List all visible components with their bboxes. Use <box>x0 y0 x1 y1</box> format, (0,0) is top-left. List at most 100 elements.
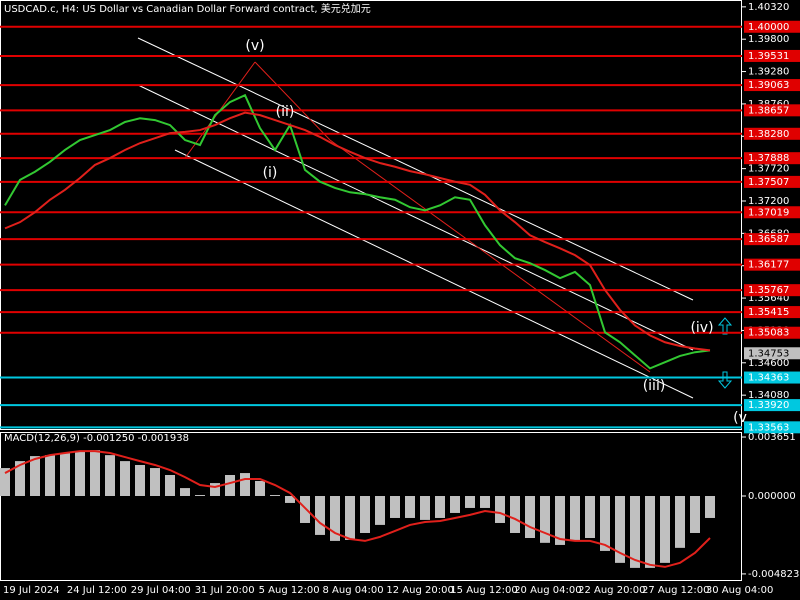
histogram-bar <box>480 496 490 508</box>
wave-label: (iii) <box>643 378 666 394</box>
level-label: 1.33920 <box>748 400 789 411</box>
x-tick-label: 15 Aug 12:00 <box>450 585 517 596</box>
histogram-bar <box>135 464 145 496</box>
x-tick-label: 27 Aug 12:00 <box>642 585 709 596</box>
last-price-box <box>744 347 800 360</box>
level-label: 1.39531 <box>748 51 789 62</box>
level-label-box <box>744 49 800 62</box>
histogram-bar <box>360 496 370 533</box>
y-tick-label: -0.004823 <box>748 569 799 580</box>
level-label-box <box>744 79 800 92</box>
level-label-box <box>744 306 800 319</box>
y-tick-label: 1.37720 <box>748 164 789 175</box>
histogram-bar <box>375 496 385 525</box>
histogram-bar <box>600 496 610 551</box>
down-arrow <box>717 371 733 389</box>
histogram-bar <box>420 496 430 520</box>
x-tick-label: 30 Aug 04:00 <box>706 585 773 596</box>
y-tick-label: 0.003651 <box>748 432 796 443</box>
histogram-bar <box>495 496 505 523</box>
wave-line <box>254 61 331 141</box>
y-tick-label: 1.34080 <box>748 390 789 401</box>
level-label: 1.37888 <box>748 153 789 164</box>
x-tick-label: 5 Aug 12:00 <box>259 585 320 596</box>
histogram-bar <box>165 475 175 496</box>
x-tick-label: 8 Aug 04:00 <box>323 585 384 596</box>
y-tick-label: 1.39800 <box>748 34 789 45</box>
histogram-bar <box>585 496 595 538</box>
histogram-bar <box>60 453 70 496</box>
up-arrow <box>717 317 733 335</box>
histogram-bar <box>615 496 625 563</box>
level-label: 1.40000 <box>748 22 789 33</box>
level-label-box <box>744 104 800 117</box>
histogram-bar <box>285 496 295 503</box>
level-label-box <box>744 20 800 33</box>
histogram-bar <box>570 496 580 541</box>
histogram-bar <box>675 496 685 548</box>
y-tick-label: 1.37200 <box>748 196 789 207</box>
histogram-bar <box>345 496 355 540</box>
histogram-bar <box>555 496 565 545</box>
histogram-bar <box>315 496 325 535</box>
level-label: 1.37507 <box>748 177 789 188</box>
drawing-objects <box>0 0 742 581</box>
y-tick-label: 1.35640 <box>748 293 789 304</box>
wave-label: (ii) <box>276 104 295 120</box>
level-label: 1.35083 <box>748 328 789 339</box>
histogram-bar <box>15 461 25 496</box>
y-tick-label: 1.40320 <box>748 2 789 13</box>
histogram-bar <box>645 496 655 568</box>
wave-label: (i) <box>263 165 278 181</box>
histogram-bar <box>540 496 550 543</box>
histogram-bar <box>0 468 10 496</box>
histogram-bar <box>30 456 40 496</box>
channel-line <box>174 149 694 399</box>
histogram-bar <box>270 495 280 496</box>
histogram-bar <box>690 496 700 533</box>
macd-frame <box>0 432 742 581</box>
level-label: 1.38280 <box>748 129 789 140</box>
x-tick-label: 24 Jul 12:00 <box>67 585 127 596</box>
series-line <box>4 450 711 568</box>
level-label: 1.36177 <box>748 260 789 271</box>
level-label: 1.37019 <box>748 207 789 218</box>
last-price-label: 1.34753 <box>748 348 789 359</box>
histogram-bar <box>465 496 475 508</box>
histogram-bar <box>180 488 190 496</box>
series-line <box>4 93 711 370</box>
level-label-box <box>744 258 800 271</box>
channel-line <box>137 84 694 351</box>
histogram-bar <box>45 455 55 496</box>
x-tick-label: 22 Aug 20:00 <box>578 585 645 596</box>
level-label-box <box>744 127 800 140</box>
level-label-box <box>744 206 800 219</box>
level-label-box <box>744 233 800 246</box>
wave-label: (iv) <box>690 320 713 336</box>
level-label-box <box>744 371 800 384</box>
histogram-bar <box>120 461 130 496</box>
x-tick-label: 20 Aug 04:00 <box>514 585 581 596</box>
histogram-bar <box>150 468 160 496</box>
y-tick-label: 1.39280 <box>748 67 789 78</box>
wave-label: (v) <box>245 38 264 54</box>
histogram-bar <box>300 496 310 523</box>
level-label: 1.36587 <box>748 234 789 245</box>
histogram-bar <box>90 450 100 496</box>
histogram-bar <box>75 451 85 496</box>
histogram-bar <box>390 496 400 518</box>
histogram-bar <box>405 496 415 518</box>
level-label-box <box>744 326 800 339</box>
histogram-bar <box>330 496 340 541</box>
level-label: 1.38657 <box>748 105 789 116</box>
y-tick-label: 1.34600 <box>748 358 789 369</box>
x-tick-label: 31 Jul 20:00 <box>195 585 255 596</box>
histogram-bar <box>105 455 115 496</box>
level-label: 1.35415 <box>748 307 789 318</box>
level-label-box <box>744 175 800 188</box>
histogram-bar <box>630 496 640 568</box>
level-label: 1.35767 <box>748 285 789 296</box>
histogram-bar <box>435 496 445 518</box>
level-label-box <box>744 421 800 434</box>
histogram-bar <box>210 483 220 496</box>
